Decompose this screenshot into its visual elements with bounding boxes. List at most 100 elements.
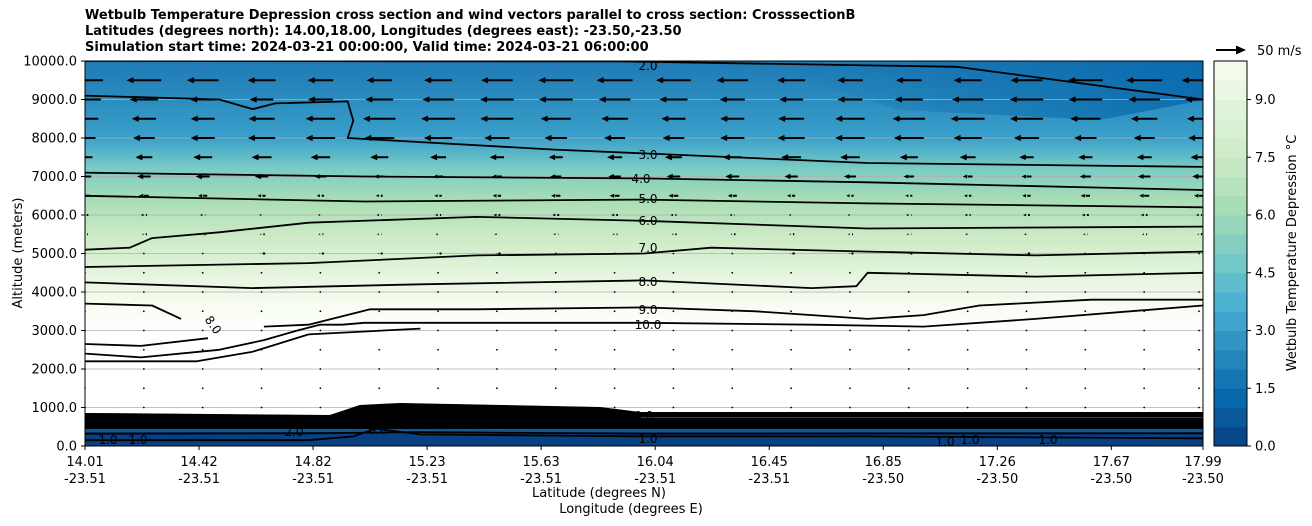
wind-vector <box>138 193 149 198</box>
title-line-2: Latitudes (degrees north): 14.00,18.00, … <box>85 24 682 39</box>
wind-vector <box>966 348 969 351</box>
wind-vector <box>319 387 322 390</box>
wind-vector-head <box>248 115 256 122</box>
wind-vector-head <box>720 115 728 122</box>
wind-vector <box>201 291 204 293</box>
wind-vector <box>494 233 500 236</box>
wind-vector <box>434 194 442 198</box>
wind-vector <box>142 291 145 293</box>
colorbar-tick-label: 1.5 <box>1255 382 1276 397</box>
contour-label: 10.0 <box>627 409 654 423</box>
wind-vector <box>554 271 557 274</box>
wind-vector <box>1070 115 1101 122</box>
wind-vector <box>259 213 265 217</box>
wind-vector <box>1198 310 1200 313</box>
wind-vector <box>1140 213 1148 217</box>
wind-vector <box>906 233 912 236</box>
wind-vector <box>484 134 510 142</box>
wind-vector-head <box>604 134 612 142</box>
wind-vector <box>131 115 156 122</box>
wind-vector-head <box>899 154 907 161</box>
wind-vector <box>433 174 443 179</box>
wind-vector <box>495 368 498 370</box>
wind-vector <box>492 194 502 198</box>
wind-vector <box>1192 173 1203 180</box>
wind-vector-head <box>729 213 732 217</box>
wind-vector <box>72 116 99 122</box>
wind-vector <box>1067 77 1103 84</box>
wind-vector-head <box>846 194 850 198</box>
wind-vector <box>731 348 734 351</box>
wind-vector <box>672 387 675 390</box>
contour-label: 9.0 <box>638 303 657 317</box>
wind-vector <box>554 368 557 370</box>
wind-vector <box>966 406 969 409</box>
wind-vector <box>962 174 973 179</box>
wind-vector-head <box>607 154 614 161</box>
isolines <box>85 61 1203 442</box>
y-tick-label: 9000.0 <box>32 93 78 108</box>
wind-vector <box>1074 134 1097 142</box>
wind-vector-head <box>609 193 615 198</box>
wind-vector-head <box>131 115 139 122</box>
wind-vector <box>1188 134 1203 142</box>
wind-vector-head <box>247 134 255 142</box>
wind-vector <box>849 329 851 332</box>
wind-vector-head <box>1184 96 1192 103</box>
wind-vector-head <box>138 193 144 198</box>
colorbar-tick-label: 4.5 <box>1255 266 1276 281</box>
wind-vector <box>1143 329 1146 332</box>
wind-vector-head <box>953 77 961 84</box>
wind-vector-head <box>72 116 79 122</box>
wind-vector <box>656 77 691 84</box>
wind-vector-head <box>907 252 909 255</box>
wind-vector <box>437 406 439 409</box>
wind-vector <box>849 368 851 370</box>
x-tick-label-lon: -23.51 <box>634 472 676 487</box>
colorbar-band <box>1214 272 1247 293</box>
wind-vector <box>364 134 395 142</box>
wind-vector-head <box>370 154 378 161</box>
wind-vector <box>672 329 675 332</box>
wind-vector <box>672 348 675 351</box>
wind-vector-head <box>186 77 194 84</box>
wind-vector-head <box>254 173 261 180</box>
wind-vector-head <box>727 193 732 198</box>
wind-vector <box>142 271 145 274</box>
isoline <box>85 171 1203 191</box>
wind-vector-head <box>376 233 379 236</box>
wind-vector <box>1130 115 1158 122</box>
wind-vector <box>141 233 147 236</box>
wind-vector <box>1021 174 1032 179</box>
wind-vector-head <box>906 233 909 236</box>
wind-vector-head <box>492 194 497 198</box>
wind-vector-head <box>1133 134 1141 142</box>
wind-vector <box>661 115 686 122</box>
isoline <box>85 302 182 320</box>
wind-vector <box>554 310 557 313</box>
contour-label: 1.0 <box>98 433 117 447</box>
wind-vector-head <box>484 134 492 142</box>
wind-vector <box>260 368 263 370</box>
wind-vector-head <box>1080 193 1085 198</box>
wind-vector <box>190 134 215 142</box>
wind-vector <box>126 77 162 84</box>
wind-vector-head <box>1140 213 1144 217</box>
wind-vector <box>1128 96 1160 103</box>
wind-vector <box>1023 213 1030 217</box>
wind-vector <box>966 291 969 293</box>
wind-vector <box>201 406 204 409</box>
wind-vector-head <box>190 96 198 103</box>
wind-vector-head <box>310 154 318 161</box>
wind-vector <box>421 115 456 122</box>
wind-vector <box>260 348 263 351</box>
contour-label: 0.0 <box>368 423 387 437</box>
wind-vector-head <box>671 233 674 235</box>
wind-vector <box>849 387 851 390</box>
wind-vector <box>1084 406 1087 409</box>
wind-vector <box>305 115 336 122</box>
wind-vector-head <box>373 174 379 179</box>
wind-vector-head <box>190 134 198 142</box>
wind-vector-head <box>318 233 321 236</box>
wind-vector <box>424 77 453 84</box>
